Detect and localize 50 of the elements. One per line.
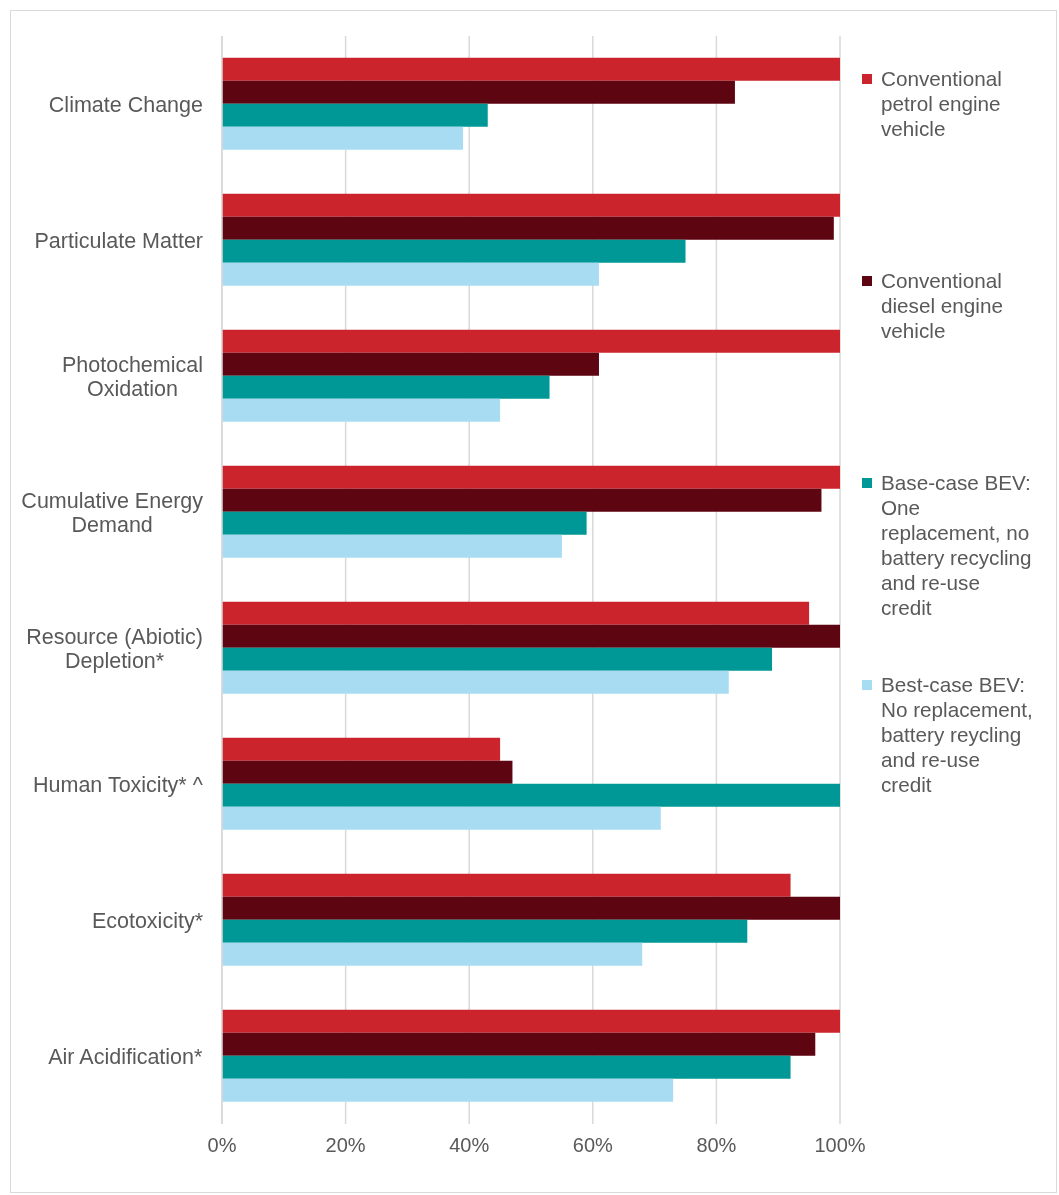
x-tick-label: 20% xyxy=(325,1134,366,1157)
legend-label: Base-case BEV: One replacement, no battery recycling and re-use credit xyxy=(881,470,1033,620)
bar xyxy=(222,239,686,263)
bar xyxy=(222,601,810,625)
x-tick-label: 80% xyxy=(696,1134,737,1157)
bar xyxy=(222,103,488,127)
legend-label: Conventional diesel engine vehicle xyxy=(881,268,1004,343)
y-tick-label: Ecotoxicity* xyxy=(91,908,204,933)
bar xyxy=(222,262,599,286)
bar xyxy=(222,647,773,671)
y-tick-label: Particulate Matter xyxy=(34,228,203,253)
bar xyxy=(222,942,643,966)
y-tick-label: Climate Change xyxy=(48,92,203,117)
bar xyxy=(222,919,748,943)
bar xyxy=(222,193,840,217)
y-tick-label: Air Acidification* xyxy=(48,1044,204,1069)
y-tick-label: Cumulative Energy Demand xyxy=(21,488,204,537)
bar xyxy=(222,1055,791,1079)
bar xyxy=(222,783,840,807)
bar xyxy=(222,329,840,353)
bar xyxy=(222,511,587,535)
x-tick-label: 100% xyxy=(814,1134,866,1157)
bar xyxy=(222,126,464,150)
y-tick-label: Photochemical Oxidation xyxy=(61,352,204,401)
bar xyxy=(222,375,550,399)
bar xyxy=(222,1078,674,1102)
legend-label: Conventional petrol engine vehicle xyxy=(881,66,1003,141)
y-tick-label: Human Toxicity* ^ xyxy=(33,772,203,797)
bar xyxy=(222,534,562,558)
bar xyxy=(222,873,791,897)
legend-label: Best-case BEV: No replacement, battery reycling and re-use credit xyxy=(881,672,1034,797)
x-tick-label: 60% xyxy=(572,1134,614,1157)
bar xyxy=(222,760,513,784)
bar xyxy=(222,80,735,104)
bar xyxy=(222,806,661,830)
bar xyxy=(222,465,840,489)
bar xyxy=(222,398,501,422)
bar xyxy=(222,216,834,240)
bar xyxy=(222,670,729,694)
bar xyxy=(222,57,840,81)
y-tick-label: Resource (Abiotic) Depletion* xyxy=(26,624,203,673)
bar xyxy=(222,896,840,920)
bar xyxy=(222,352,599,376)
bar xyxy=(222,624,840,648)
x-tick-label: 40% xyxy=(449,1134,490,1157)
bar xyxy=(222,737,501,761)
bar xyxy=(222,1009,840,1033)
bar xyxy=(222,1032,816,1056)
x-tick-label: 0% xyxy=(207,1134,237,1157)
bar xyxy=(222,488,822,512)
